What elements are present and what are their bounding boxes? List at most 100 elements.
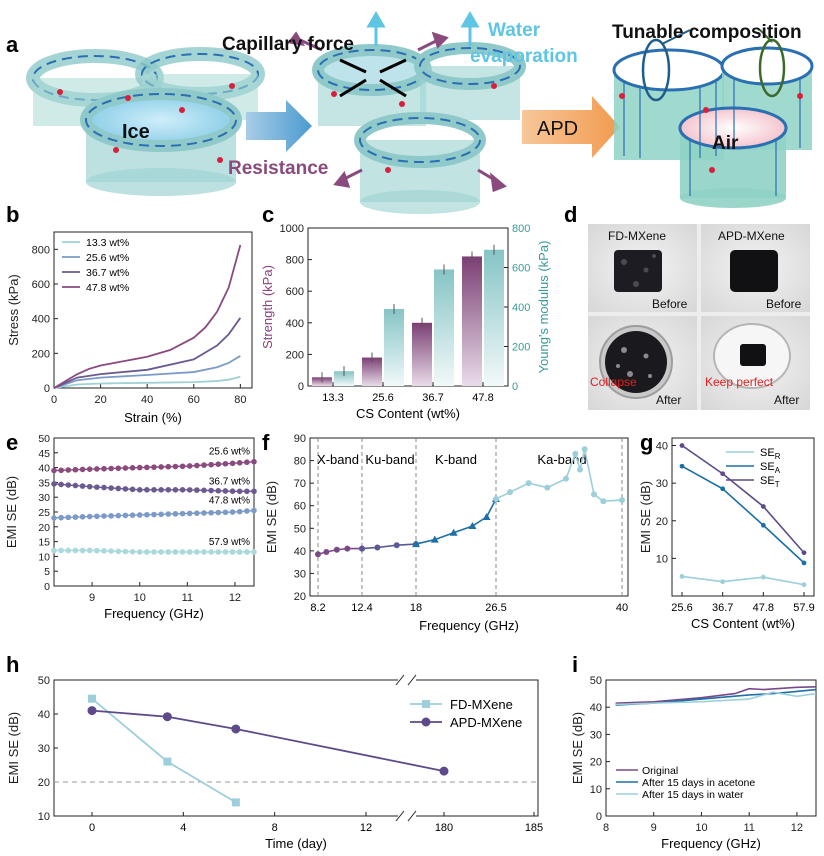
b-x-tick-label: 60: [188, 394, 200, 406]
h-y-tick-label: 10: [38, 811, 50, 823]
g-x-tick-label: 57.9: [793, 602, 814, 614]
g-y-tick-label: 20: [656, 516, 668, 528]
f-y-tick-label: 40: [294, 546, 306, 558]
fd-before-label: Before: [652, 297, 688, 311]
panel-letter-c: c: [262, 202, 274, 227]
series-label: 25.6 wt%: [209, 447, 250, 458]
data-point: [482, 513, 491, 520]
apd-label: APD: [537, 118, 578, 140]
panel-letter-h: h: [6, 652, 19, 677]
i-x-tick-label: 9: [651, 822, 657, 834]
data-point: [163, 757, 172, 766]
c-yl-tick-label: 200: [286, 349, 304, 361]
series-line-1: [361, 543, 417, 550]
data-point: [172, 487, 179, 493]
b-y-tick-label: 800: [32, 244, 50, 256]
data-point: [101, 513, 107, 519]
data-point: [136, 487, 143, 493]
y-axis-label: Young's modulus (kPa): [536, 241, 551, 374]
c-yr-tick-label: 600: [512, 263, 530, 275]
c-x-tick-label: 36.7: [422, 392, 443, 404]
keep-perfect-label: Keep perfect: [705, 375, 774, 389]
h-x-tick-label: 180: [435, 822, 453, 834]
apd-intact-sample-icon: [740, 344, 766, 366]
bar-strength: [362, 357, 382, 386]
axis-break-mark: [407, 810, 417, 822]
data-point: [186, 463, 193, 469]
data-point: [244, 459, 250, 466]
data-point: [158, 511, 164, 518]
series-line-2: [53, 317, 242, 389]
data-point: [208, 549, 214, 555]
x-axis-label: Time (day): [265, 836, 327, 851]
data-point: [72, 466, 79, 473]
chart-stress-strain: 0 200 400 600 800 0 20 40 60 80 Strain (%) Stress (…: [6, 231, 253, 425]
data-point: [244, 488, 250, 495]
axis-break-mark: [407, 674, 417, 686]
data-point: [115, 512, 122, 519]
panel-c: c 0 200 400 600 800 1000 0 200 400 600 800 13.3 25.6…: [260, 202, 551, 421]
data-point: [108, 465, 114, 472]
e-y-tick-label: 30: [38, 492, 50, 504]
e-y-tick-label: 20: [38, 522, 50, 534]
data-point: [65, 467, 72, 473]
plot-frame: [671, 437, 815, 597]
data-point: [244, 508, 250, 514]
data-point: [208, 487, 214, 494]
evaporation-arrows-icon: [366, 11, 480, 46]
data-point: [101, 548, 107, 554]
data-point: [760, 522, 766, 528]
e-y-tick-label: 0: [44, 581, 50, 593]
h-x-tick-label: 4: [180, 822, 186, 834]
data-point: [244, 549, 250, 555]
b-y-tick-label: 600: [32, 279, 50, 291]
b-x-tick-label: 20: [94, 394, 106, 406]
f-y-tick-label: 80: [294, 456, 306, 468]
data-point: [544, 484, 551, 491]
h-x-tick-label: 12: [360, 822, 372, 834]
c-x-tick-label: 13.3: [322, 392, 343, 404]
data-point: [108, 485, 114, 491]
data-point: [179, 487, 186, 493]
panel-letter-d: d: [564, 202, 577, 227]
data-point: [591, 491, 597, 498]
i-y-tick-label: 10: [590, 784, 602, 796]
series-line-0: [615, 686, 817, 704]
data-point: [115, 485, 122, 492]
y-axis-label: EMI SE (dB): [6, 712, 21, 784]
legend-label: 13.3 wt%: [86, 237, 129, 249]
panel-letter-e: e: [6, 430, 18, 455]
data-point: [194, 487, 200, 493]
data-point: [720, 486, 726, 492]
c-yl-tick-label: 1000: [280, 223, 304, 235]
e-y-tick-label: 15: [38, 537, 50, 549]
c-yl-tick-label: 400: [286, 318, 304, 330]
data-point: [108, 513, 114, 519]
data-point: [144, 487, 150, 493]
legend-label: FD-MXene: [450, 697, 513, 712]
data-point: [333, 546, 340, 553]
data-point: [194, 462, 200, 469]
data-point: [801, 550, 807, 556]
panel-f: f 20 30 40 50 60 70 80 90 8.2 12.4 18 26.5 40 X-band K…: [262, 430, 629, 633]
legend-subscript: T: [775, 480, 780, 489]
data-point: [600, 498, 607, 505]
y-axis-label: EMI SE (dB): [4, 476, 19, 548]
data-point: [194, 549, 200, 555]
data-point: [158, 487, 164, 493]
data-point: [236, 459, 243, 466]
e-y-tick-label: 40: [38, 463, 50, 475]
data-point: [236, 488, 243, 495]
f-y-tick-label: 90: [294, 433, 306, 445]
data-point: [229, 460, 236, 467]
data-point: [208, 509, 214, 516]
data-point: [158, 464, 164, 470]
bar-modulus: [334, 371, 354, 386]
data-point: [94, 513, 100, 520]
c-yl-tick-label: 800: [286, 255, 304, 267]
series-label: 57.9 wt%: [209, 537, 250, 548]
data-point: [186, 510, 193, 517]
i-y-tick-label: 0: [596, 811, 602, 823]
y-axis-label: Stress (kPa): [6, 274, 21, 346]
data-point: [86, 513, 93, 520]
